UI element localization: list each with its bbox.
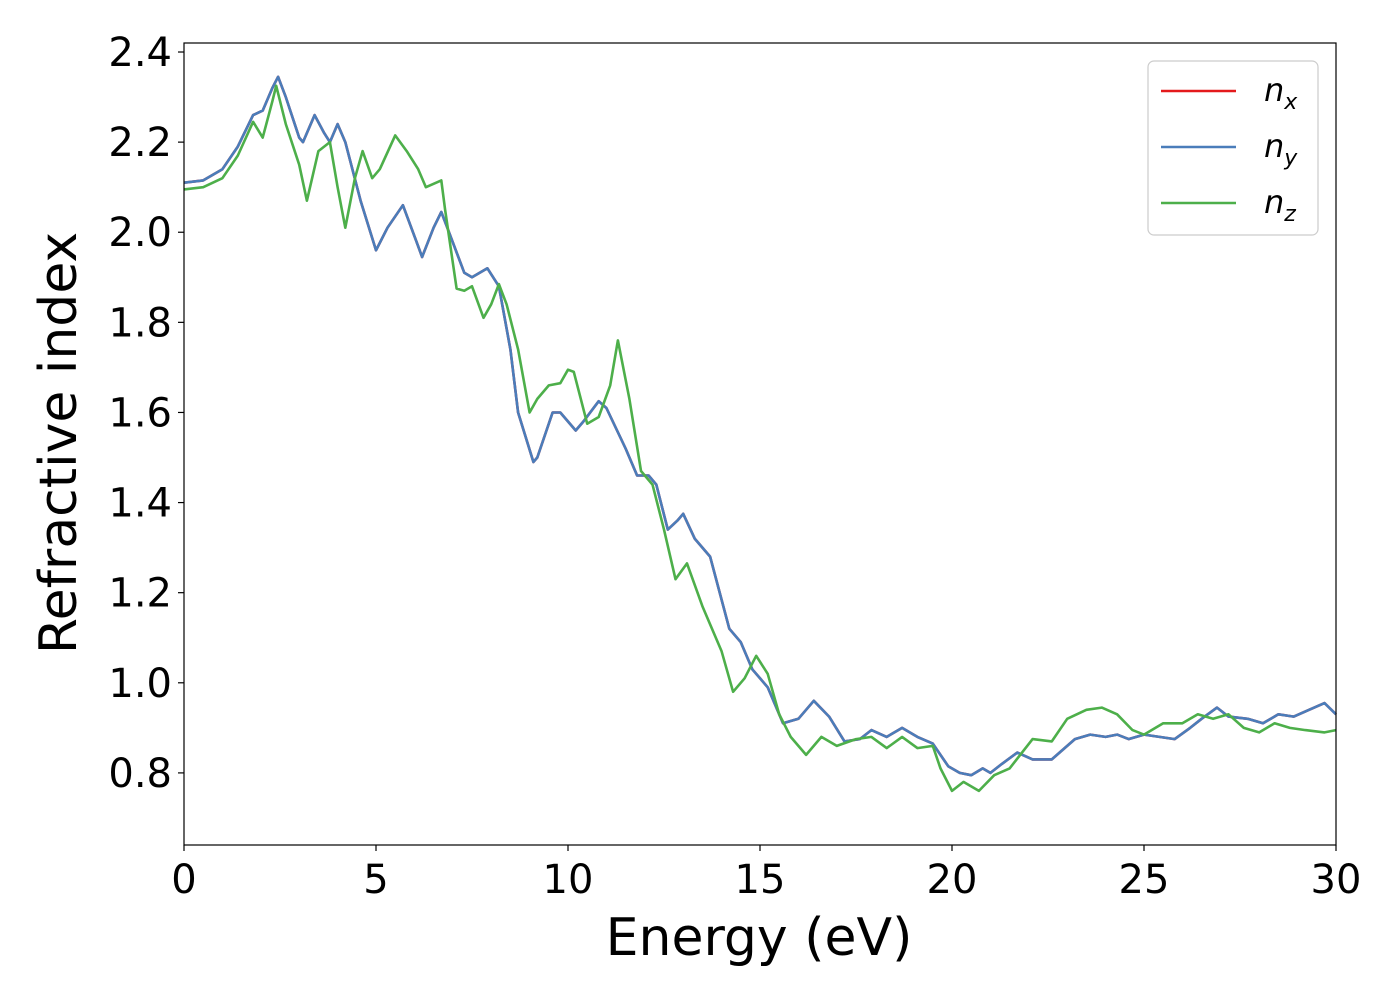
y-tick-label: 1.0 <box>108 661 172 707</box>
y-tick-label: 2.0 <box>108 210 172 256</box>
axes: 0 5 10 15 20 25 30 0.8 1.0 1.2 1.4 1.6 1.8 2.0 2.2 2.4 <box>108 30 1361 903</box>
legend-label-n-z: nz <box>1264 183 1296 227</box>
y-tick-label: 1.4 <box>108 481 172 527</box>
series-line-n-z <box>183 84 1337 793</box>
x-tick-label: 20 <box>927 857 978 903</box>
series-line-n-y <box>183 75 1337 777</box>
legend-label-n-y: ny <box>1264 127 1298 171</box>
y-tick-label: 2.4 <box>108 30 172 76</box>
y-tick-label: 2.2 <box>108 120 172 166</box>
x-axis-label: Energy (eV) <box>606 908 913 968</box>
legend-label-n-x: nx <box>1264 71 1298 115</box>
y-tick-label: 1.2 <box>108 571 172 617</box>
x-tick-label: 30 <box>1311 857 1362 903</box>
legend: nx ny nz <box>1147 60 1319 236</box>
y-tick-label: 1.8 <box>108 300 172 346</box>
x-tick-label: 25 <box>1119 857 1170 903</box>
x-tick-label: 5 <box>363 857 388 903</box>
y-tick-label: 1.6 <box>108 390 172 436</box>
x-tick-label: 0 <box>171 857 196 903</box>
x-tick-label: 15 <box>735 857 786 903</box>
y-axis-label: Refractive index <box>29 232 89 654</box>
y-tick-label: 0.8 <box>108 751 172 797</box>
x-tick-label: 10 <box>543 857 594 903</box>
plot-area <box>183 75 1337 793</box>
